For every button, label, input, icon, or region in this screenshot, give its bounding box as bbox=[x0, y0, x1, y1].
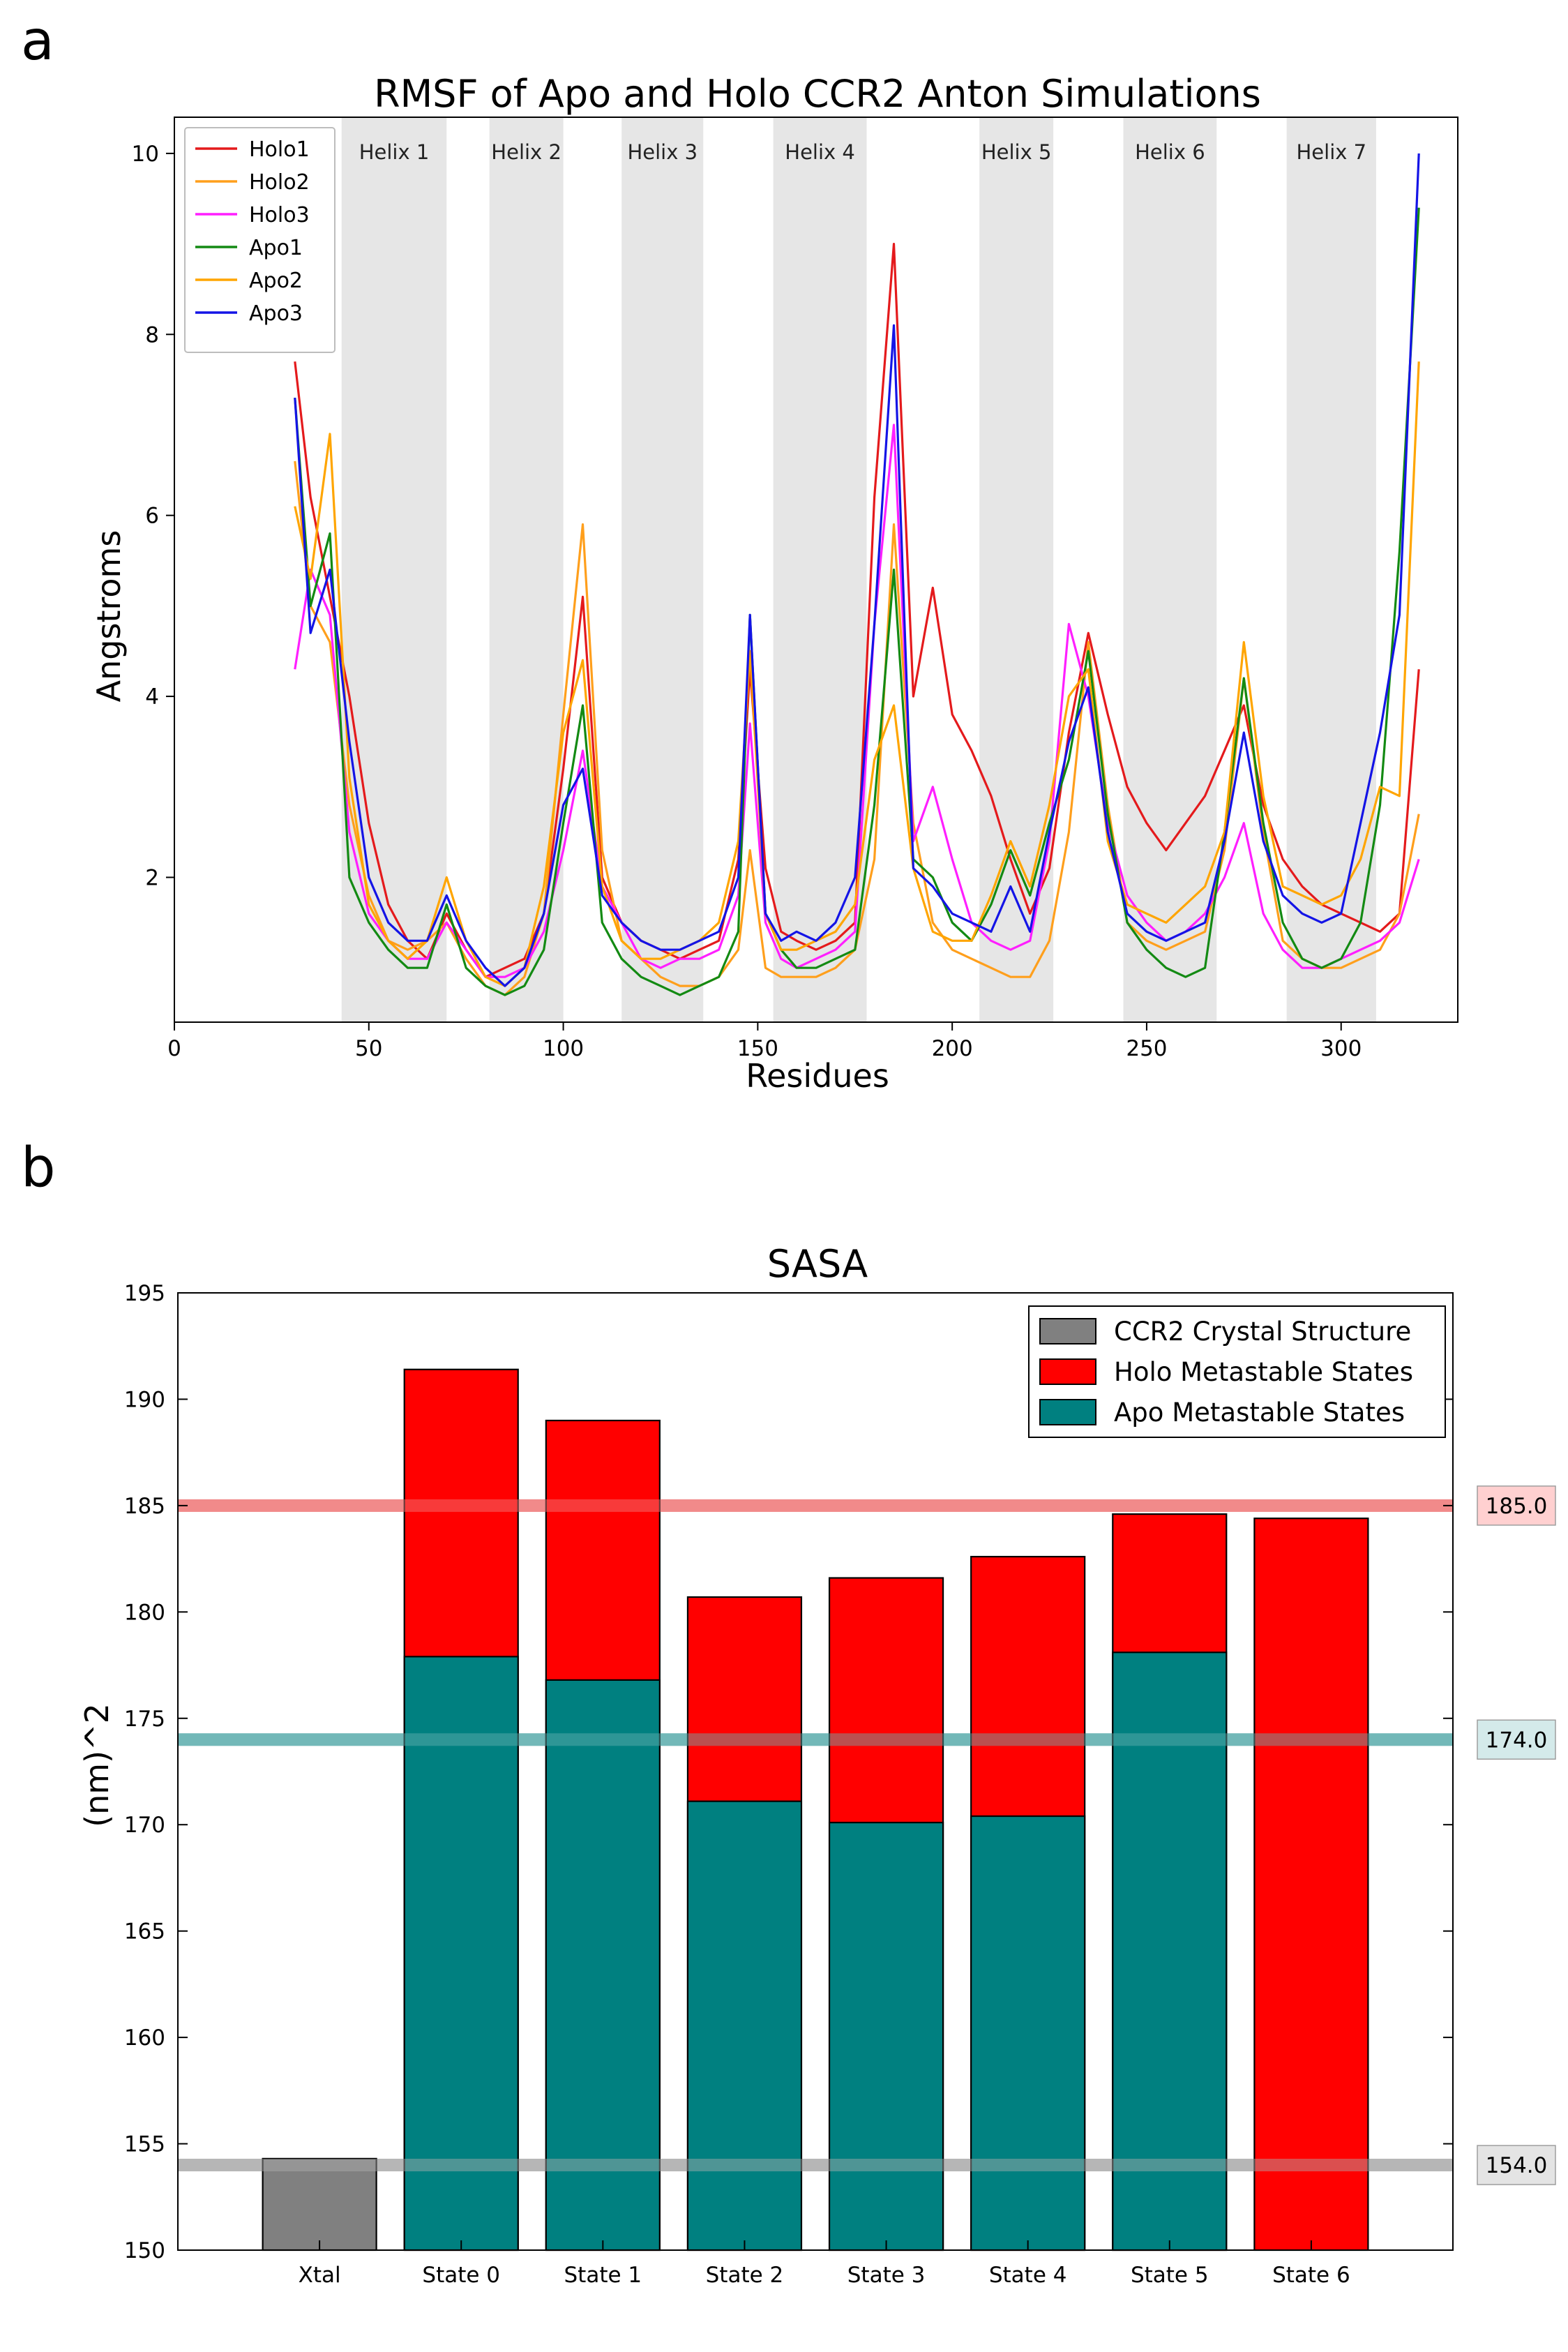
rmsf-chart: RMSF of Apo and Holo CCR2 Anton Simulati… bbox=[90, 72, 1458, 1095]
x-tick-label: 0 bbox=[167, 1036, 181, 1061]
y-tick-label: 180 bbox=[124, 1600, 165, 1625]
bar-xtal-ccr2 bbox=[262, 2157, 377, 2252]
legend-label-0: CCR2 Crystal Structure bbox=[1114, 1317, 1411, 1347]
reference-value-label: 154.0 bbox=[1486, 2153, 1548, 2178]
y-tick-label: 165 bbox=[124, 1919, 165, 1945]
bar-state-4-apo bbox=[970, 1815, 1086, 2252]
rmsf-y-axis-label: Angstroms bbox=[90, 530, 128, 703]
sasa-chart-title: SASA bbox=[767, 1242, 868, 1286]
sasa-y-axis-label: (nm)^2 bbox=[78, 1703, 116, 1827]
reference-value-boxes: 185.0 174.0 154.0 bbox=[1477, 1485, 1556, 2185]
x-tick-label: 300 bbox=[1320, 1036, 1362, 1061]
x-tick-label: State 2 bbox=[706, 2263, 784, 2288]
legend-label-apo2: Apo2 bbox=[249, 269, 303, 293]
x-tick-label: 200 bbox=[932, 1036, 973, 1061]
x-tick-label: State 4 bbox=[989, 2263, 1067, 2288]
helix-band-6 bbox=[1123, 117, 1217, 1022]
bar-state-3-apo bbox=[828, 1822, 944, 2252]
sasa-chart: SASA 150 155 160 165 170 175 180 185 190 195 Xtal S… bbox=[78, 1242, 1556, 2288]
y-tick-label: 10 bbox=[132, 142, 159, 167]
sasa-bars bbox=[178, 1368, 1453, 2252]
reference-value-box-154.0 bbox=[1477, 2145, 1556, 2185]
reference-line-overlay-185.0 bbox=[178, 1499, 1453, 1512]
y-tick-label: 150 bbox=[124, 2238, 165, 2263]
helix-label-6: Helix 6 bbox=[1135, 140, 1205, 164]
helix-label-2: Helix 2 bbox=[491, 140, 561, 164]
x-tick-label: State 3 bbox=[847, 2263, 926, 2288]
y-tick-label: 195 bbox=[124, 1281, 165, 1306]
helix-label-4: Helix 4 bbox=[785, 140, 855, 164]
legend-label-1: Holo Metastable States bbox=[1114, 1357, 1413, 1387]
sasa-plot-frame bbox=[177, 1292, 1454, 2251]
sasa-axes: 150 155 160 165 170 175 180 185 190 195 Xtal State … bbox=[124, 1281, 1454, 2288]
x-tick-label: 250 bbox=[1126, 1036, 1167, 1061]
panel-label-b: b bbox=[21, 1137, 56, 1199]
helix-label-5: Helix 5 bbox=[981, 140, 1052, 164]
legend-swatch-2 bbox=[1039, 1399, 1096, 1425]
legend-swatch-0 bbox=[1039, 1318, 1096, 1344]
x-tick-label: 50 bbox=[355, 1036, 382, 1061]
x-tick-label: State 0 bbox=[422, 2263, 500, 2288]
legend-label-apo3: Apo3 bbox=[249, 301, 303, 326]
y-tick-label: 4 bbox=[145, 684, 159, 710]
y-tick-label: 2 bbox=[145, 865, 159, 890]
bar-state-2-apo bbox=[686, 1800, 803, 2252]
legend-frame bbox=[1028, 1305, 1446, 1438]
legend-label-apo1: Apo1 bbox=[249, 236, 303, 260]
series-line-apo2 bbox=[294, 361, 1420, 987]
rmsf-chart-title: RMSF of Apo and Holo CCR2 Anton Simulati… bbox=[374, 72, 1261, 116]
sasa-legend: CCR2 Crystal Structure Holo Metastable St… bbox=[1028, 1305, 1446, 1438]
helix-band-2 bbox=[489, 117, 564, 1022]
x-tick-label: Xtal bbox=[299, 2263, 341, 2288]
rmsf-series-lines bbox=[294, 153, 1420, 996]
x-tick-label: 150 bbox=[737, 1036, 778, 1061]
x-tick-label: State 1 bbox=[564, 2263, 642, 2288]
y-tick-label: 6 bbox=[145, 504, 159, 529]
bar-state-0-apo bbox=[403, 1656, 519, 2252]
reference-line-overlay-174.0 bbox=[178, 1733, 1453, 1746]
legend-label-holo2: Holo2 bbox=[249, 170, 310, 195]
x-tick-label: 100 bbox=[543, 1036, 584, 1061]
y-tick-label: 185 bbox=[124, 1494, 165, 1519]
helix-label-7: Helix 7 bbox=[1296, 140, 1366, 164]
reference-value-label: 185.0 bbox=[1486, 1494, 1548, 1519]
helix-bands: Helix 1 Helix 2 Helix 3 Helix 4 Helix 5 Helix… bbox=[341, 117, 1376, 1022]
helix-label-1: Helix 1 bbox=[359, 140, 430, 164]
y-tick-label: 190 bbox=[124, 1387, 165, 1412]
x-tick-label: State 6 bbox=[1272, 2263, 1350, 2288]
helix-band-3 bbox=[621, 117, 704, 1022]
y-tick-label: 175 bbox=[124, 1707, 165, 1732]
rmsf-x-axis-label: Residues bbox=[746, 1057, 889, 1095]
legend-label-2: Apo Metastable States bbox=[1114, 1398, 1405, 1428]
y-tick-label: 155 bbox=[124, 2132, 165, 2157]
reference-value-box-174.0 bbox=[1477, 1719, 1556, 1760]
series-line-apo3 bbox=[294, 153, 1420, 987]
y-tick-label: 8 bbox=[145, 322, 159, 347]
helix-label-3: Helix 3 bbox=[627, 140, 698, 164]
rmsf-legend: Holo1 Holo2 Holo3 Apo1 Apo2 Apo3 bbox=[184, 127, 336, 353]
reference-value-box-185.0 bbox=[1477, 1485, 1556, 1526]
x-tick-label: State 5 bbox=[1131, 2263, 1209, 2288]
y-tick-label: 170 bbox=[124, 1813, 165, 1838]
legend-frame bbox=[184, 127, 336, 353]
rmsf-plot-frame bbox=[174, 117, 1458, 1023]
bar-state-6-holo bbox=[1253, 1518, 1369, 2252]
helix-band-7 bbox=[1286, 117, 1376, 1022]
reference-line-overlay-154.0 bbox=[178, 2159, 1453, 2172]
y-tick-label: 160 bbox=[124, 2025, 165, 2051]
helix-band-4 bbox=[773, 117, 867, 1022]
legend-label-holo1: Holo1 bbox=[249, 137, 310, 162]
helix-band-1 bbox=[341, 117, 447, 1022]
reference-value-label: 174.0 bbox=[1486, 1728, 1548, 1753]
legend-label-holo3: Holo3 bbox=[249, 203, 310, 227]
bar-state-1-apo bbox=[545, 1679, 661, 2252]
rmsf-axes: 0 50 100 150 200 250 300 2 4 6 8 10 bbox=[132, 117, 1458, 1061]
legend-swatch-1 bbox=[1039, 1358, 1096, 1385]
panel-label-a: a bbox=[21, 10, 54, 73]
